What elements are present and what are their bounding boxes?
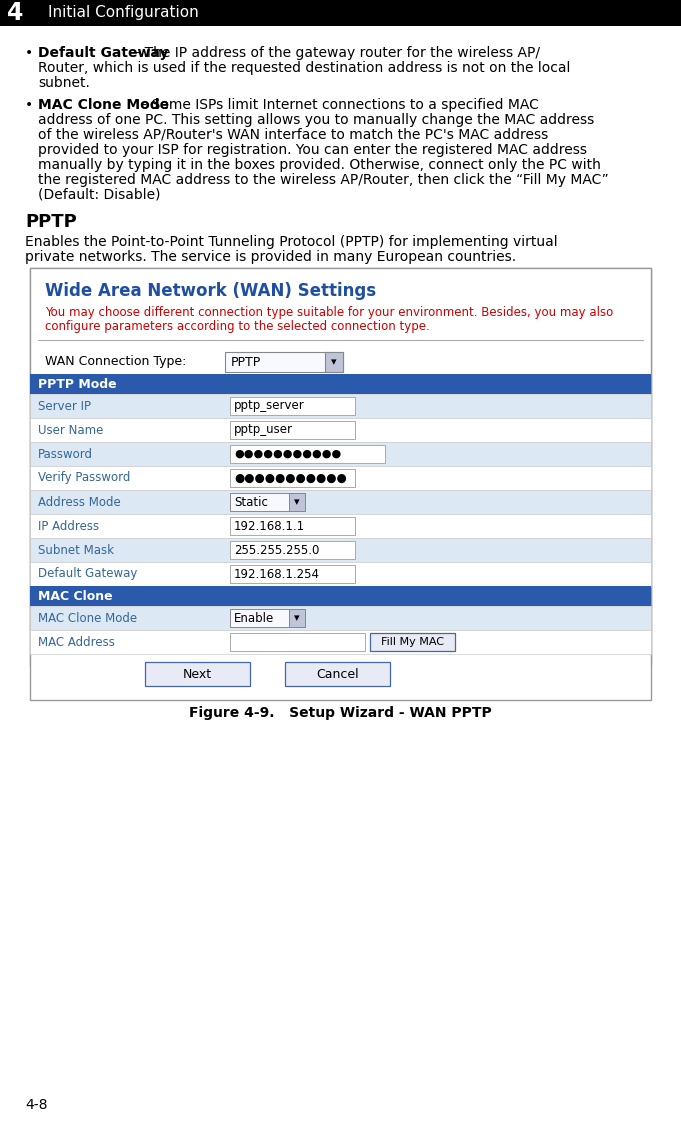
Text: – Some ISPs limit Internet connections to a specified MAC: – Some ISPs limit Internet connections t…	[136, 98, 539, 112]
Text: PPTP: PPTP	[25, 213, 77, 231]
Bar	[230, 633, 365, 651]
Text: ▾: ▾	[294, 613, 300, 623]
Bar	[285, 662, 390, 686]
Text: ▾: ▾	[294, 497, 300, 506]
Text: – The IP address of the gateway router for the wireless AP/: – The IP address of the gateway router f…	[129, 46, 540, 60]
Bar	[30, 268, 651, 700]
Bar	[230, 541, 355, 559]
Text: configure parameters according to the selected connection type.: configure parameters according to the se…	[45, 320, 430, 333]
Text: MAC Clone Mode: MAC Clone Mode	[38, 98, 169, 112]
Text: ▾: ▾	[331, 356, 337, 367]
Bar	[230, 517, 355, 535]
Text: Password: Password	[38, 448, 93, 460]
Text: Initial Configuration: Initial Configuration	[48, 6, 199, 20]
Text: private networks. The service is provided in many European countries.: private networks. The service is provide…	[25, 250, 516, 264]
Text: Address Mode: Address Mode	[38, 495, 121, 509]
Bar	[370, 633, 455, 651]
Text: Enable: Enable	[234, 611, 274, 625]
Bar	[230, 565, 355, 583]
Text: ●●●●●●●●●●●: ●●●●●●●●●●●	[234, 449, 341, 459]
Text: IP Address: IP Address	[38, 520, 99, 532]
Text: Figure 4-9.   Setup Wizard - WAN PPTP: Figure 4-9. Setup Wizard - WAN PPTP	[189, 706, 492, 720]
Text: the registered MAC address to the wireless AP/Router, then click the “Fill My MA: the registered MAC address to the wirele…	[38, 173, 609, 187]
Text: 192.168.1.254: 192.168.1.254	[234, 567, 320, 581]
Bar	[30, 374, 651, 394]
Text: Wide Area Network (WAN) Settings: Wide Area Network (WAN) Settings	[45, 282, 376, 300]
Text: Next: Next	[183, 668, 212, 680]
Bar	[30, 394, 651, 418]
Text: MAC Address: MAC Address	[38, 635, 115, 649]
Bar	[30, 442, 651, 466]
Bar	[230, 609, 305, 627]
Text: 4: 4	[7, 1, 23, 25]
Text: MAC Clone Mode: MAC Clone Mode	[38, 611, 137, 625]
Text: 192.168.1.1: 192.168.1.1	[234, 520, 305, 532]
Text: pptp_user: pptp_user	[234, 423, 293, 437]
Text: Fill My MAC: Fill My MAC	[381, 637, 444, 647]
Bar	[30, 268, 651, 666]
Bar	[30, 466, 651, 490]
Text: Server IP: Server IP	[38, 399, 91, 413]
Text: •: •	[25, 98, 33, 112]
Text: manually by typing it in the boxes provided. Otherwise, connect only the PC with: manually by typing it in the boxes provi…	[38, 158, 601, 171]
Bar	[30, 587, 651, 606]
Text: Default Gateway: Default Gateway	[38, 46, 168, 60]
Bar	[230, 421, 355, 439]
Text: Static: Static	[234, 495, 268, 509]
Bar	[230, 446, 385, 462]
Text: Cancel: Cancel	[316, 668, 359, 680]
Text: WAN Connection Type:: WAN Connection Type:	[45, 354, 187, 368]
Text: 255.255.255.0: 255.255.255.0	[234, 544, 319, 556]
Text: ●●●●●●●●●●●: ●●●●●●●●●●●	[234, 472, 347, 485]
Text: Subnet Mask: Subnet Mask	[38, 544, 114, 556]
Bar	[230, 397, 355, 415]
Bar	[230, 469, 355, 487]
Text: You may choose different connection type suitable for your environment. Besides,: You may choose different connection type…	[45, 306, 614, 319]
Bar	[289, 609, 305, 627]
Text: pptp_server: pptp_server	[234, 399, 305, 413]
Text: subnet.: subnet.	[38, 76, 90, 90]
Bar	[30, 631, 651, 654]
Bar	[325, 352, 343, 372]
Bar	[145, 662, 250, 686]
Text: 4-8: 4-8	[25, 1098, 48, 1112]
Text: Verify Password: Verify Password	[38, 472, 130, 485]
Text: (Default: Disable): (Default: Disable)	[38, 188, 161, 202]
Bar	[225, 352, 343, 372]
Text: provided to your ISP for registration. You can enter the registered MAC address: provided to your ISP for registration. Y…	[38, 143, 587, 157]
Bar	[30, 490, 651, 514]
Bar	[30, 514, 651, 538]
Bar	[30, 606, 651, 631]
Text: Enables the Point-to-Point Tunneling Protocol (PPTP) for implementing virtual: Enables the Point-to-Point Tunneling Pro…	[25, 235, 558, 249]
Text: PPTP: PPTP	[231, 355, 262, 369]
Bar	[289, 493, 305, 511]
Text: address of one PC. This setting allows you to manually change the MAC address: address of one PC. This setting allows y…	[38, 113, 595, 127]
Text: Router, which is used if the requested destination address is not on the local: Router, which is used if the requested d…	[38, 61, 571, 74]
Bar	[230, 493, 305, 511]
Text: PPTP Mode: PPTP Mode	[38, 378, 116, 390]
Text: •: •	[25, 46, 33, 60]
Text: Default Gateway: Default Gateway	[38, 567, 138, 581]
Text: of the wireless AP/Router's WAN interface to match the PC's MAC address: of the wireless AP/Router's WAN interfac…	[38, 127, 548, 142]
Text: MAC Clone: MAC Clone	[38, 590, 112, 602]
Bar	[30, 562, 651, 587]
Text: User Name: User Name	[38, 423, 104, 437]
Bar	[30, 538, 651, 562]
Bar	[0, 0, 681, 26]
Bar	[30, 418, 651, 442]
